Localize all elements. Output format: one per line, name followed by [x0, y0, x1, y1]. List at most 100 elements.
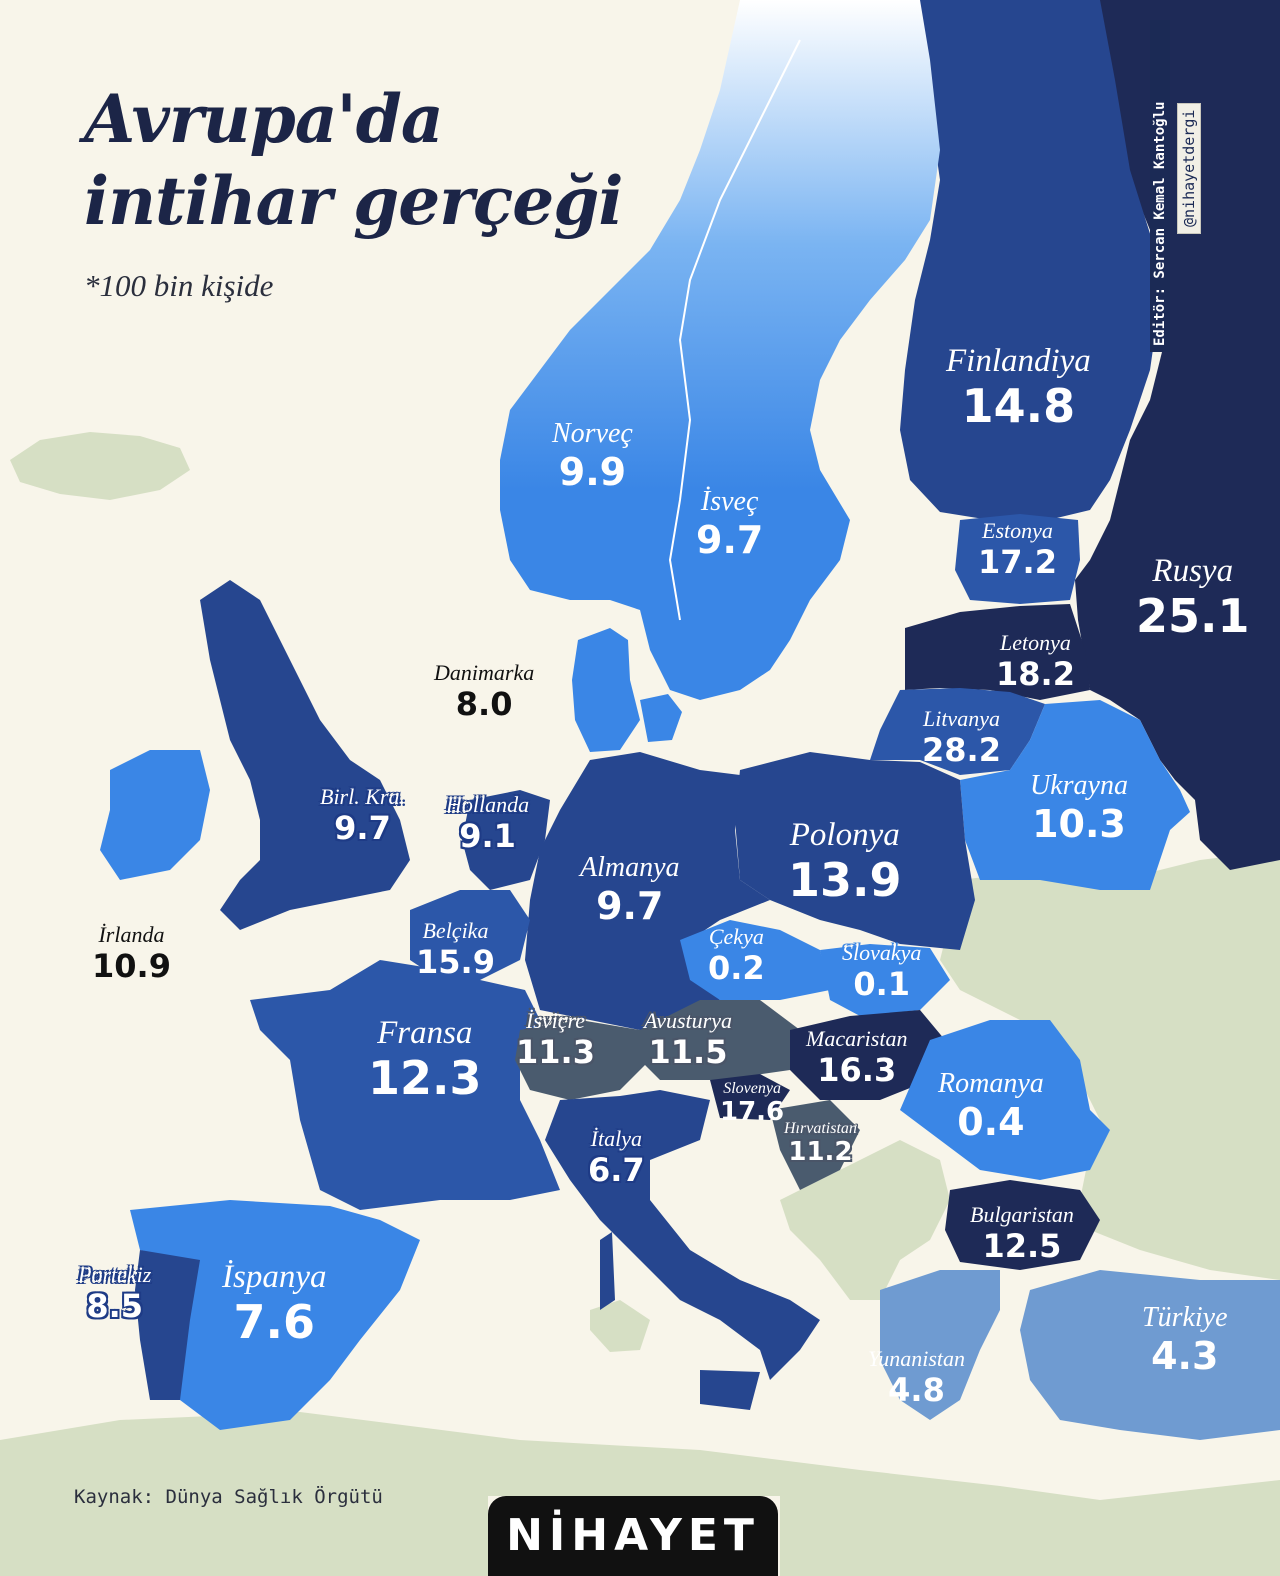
country-value: 17.2: [978, 543, 1057, 581]
label-turkey: Türkiye 4.3: [1142, 1302, 1228, 1378]
country-value: 9.1: [459, 817, 516, 855]
region-italy: [545, 1090, 820, 1410]
label-poland: Polonya 13.9: [788, 816, 902, 906]
region-portugal: [135, 1250, 200, 1400]
country-value: 7.6: [233, 1295, 315, 1349]
country-value: 10.3: [1032, 802, 1126, 846]
label-france: Fransa 12.3: [368, 1014, 482, 1104]
country-value: 4.8: [888, 1371, 945, 1409]
region-croatia: [770, 1100, 860, 1190]
label-slovakia: Slovakya 0.1: [842, 940, 921, 1002]
title-line-1: Avrupa'da: [84, 80, 444, 158]
label-russia: Rusya 25.1: [1136, 552, 1250, 642]
country-name: İsveç: [700, 486, 759, 517]
country-name: Estonya: [982, 518, 1053, 543]
label-czechia: Çekya 0.2: [708, 924, 765, 986]
region-turkey: [1020, 1270, 1280, 1440]
label-finland: Finlandiya 14.8: [946, 342, 1091, 432]
country-name: İtalya: [590, 1126, 642, 1151]
label-hungary: Macaristan 16.3: [806, 1026, 907, 1088]
country-value: 9.7: [334, 809, 391, 847]
label-ukraine: Ukrayna 10.3: [1030, 770, 1128, 846]
label-united-kingdom: Birl. Kra. 9.7: [320, 784, 405, 846]
country-value: 11.5: [648, 1033, 728, 1071]
country-name: Portekiz: [78, 1262, 152, 1287]
country-name: Belçika: [422, 918, 489, 943]
country-name: Hollanda: [446, 792, 530, 817]
country-name: İsviçre: [525, 1008, 585, 1033]
label-portugal: Portekiz 8.5: [78, 1262, 151, 1324]
region-united-kingdom: [200, 580, 410, 930]
country-name: Hırvatistan: [784, 1120, 857, 1137]
country-name: Almanya: [580, 852, 680, 883]
label-switzerland: İsviçre 11.3: [516, 1008, 595, 1070]
label-italy: İtalya 6.7: [588, 1126, 645, 1188]
editor-credit: Editör: Sercan Kemal Kantoğlu: [1150, 20, 1170, 352]
country-name: Avusturya: [644, 1008, 732, 1033]
country-name: Slovakya: [842, 940, 922, 965]
country-value: 12.3: [368, 1051, 482, 1105]
label-spain: İspanya 7.6: [222, 1258, 326, 1348]
country-name: İspanya: [222, 1259, 327, 1295]
region-estonia: [955, 514, 1080, 604]
region-ireland: [100, 750, 210, 880]
brand-logo: NİHAYET: [488, 1496, 778, 1576]
border-norway-sweden: [668, 39, 801, 621]
region-switzerland: [515, 1020, 650, 1100]
country-name: Çekya: [708, 924, 764, 949]
label-germany: Almanya 9.7: [580, 852, 680, 928]
region-denmark: [572, 628, 682, 752]
region-germany: [525, 752, 770, 1040]
label-bulgaria: Bulgaristan 12.5: [970, 1202, 1074, 1264]
region-slovenia: [710, 1074, 790, 1120]
country-name: Bulgaristan: [970, 1202, 1074, 1227]
region-belarus-ukraine: [960, 700, 1190, 890]
source-note: Kaynak: Dünya Sağlık Örgütü: [74, 1486, 383, 1508]
country-name: Polonya: [789, 817, 900, 853]
region-czechia: [680, 920, 830, 1000]
country-value: 16.3: [817, 1051, 897, 1089]
region-russia: [1075, 0, 1280, 870]
region-belgium: [410, 890, 530, 980]
country-value: 14.8: [961, 379, 1076, 433]
label-norway: Norveç 9.9: [552, 418, 633, 494]
country-name: Finlandiya: [946, 343, 1091, 379]
title-line-2: intihar gerçeği: [84, 162, 623, 240]
country-name: Litvanya: [922, 706, 1000, 731]
country-value: 11.3: [516, 1033, 595, 1071]
country-value: 4.3: [1151, 1334, 1219, 1378]
label-belgium: Belçika 15.9: [416, 918, 495, 980]
label-slovenia: Slovenya 17.6: [720, 1080, 784, 1126]
country-value: 0.4: [957, 1100, 1025, 1144]
label-croatia: Hırvatistan 11.2: [784, 1120, 857, 1166]
country-value: 28.2: [922, 731, 1001, 769]
label-ireland: İrlanda 10.9: [92, 922, 171, 984]
label-netherlands: Hollanda 9.1: [446, 792, 529, 854]
region-france: [250, 960, 560, 1210]
region-romania: [900, 1020, 1110, 1180]
region-bulgaria: [945, 1180, 1100, 1270]
region-greece: [880, 1270, 1000, 1420]
region-scandinavia: [500, 0, 940, 700]
country-name: Birl. Kra.: [320, 784, 405, 809]
country-value: 18.2: [996, 655, 1075, 693]
country-value: 9.7: [696, 518, 764, 562]
region-poland: [735, 752, 975, 950]
country-value: 9.9: [558, 450, 627, 494]
region-slovakia: [820, 944, 950, 1016]
label-lithuania: Litvanya 28.2: [922, 706, 1001, 768]
country-name: Macaristan: [806, 1026, 908, 1051]
country-name: Slovenya: [723, 1080, 781, 1097]
country-name: Norveç: [552, 418, 633, 449]
country-name: Danimarka: [434, 660, 535, 685]
country-name: Rusya: [1152, 553, 1234, 589]
label-denmark: Danimarka 8.0: [434, 660, 534, 722]
country-value: 0.1: [853, 965, 911, 1003]
label-romania: Romanya 0.4: [938, 1068, 1044, 1144]
region-latvia: [905, 604, 1090, 700]
country-name: Ukrayna: [1030, 770, 1128, 801]
country-name: Letonya: [1000, 630, 1071, 655]
country-name: Fransa: [377, 1015, 473, 1051]
